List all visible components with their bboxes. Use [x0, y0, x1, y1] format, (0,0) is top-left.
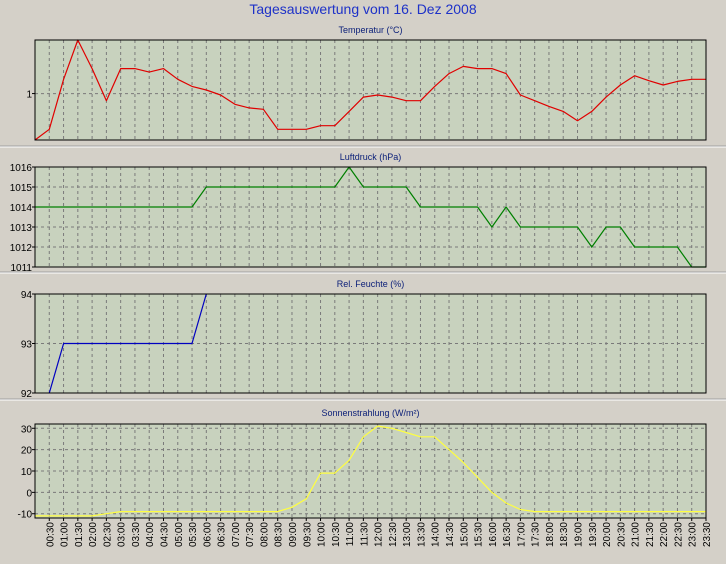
x-tick-label: 14:00: [431, 522, 442, 547]
x-tick-label: 07:30: [245, 522, 256, 547]
x-tick-label: 16:30: [502, 522, 513, 547]
x-tick-label: 19:30: [588, 522, 599, 547]
y-tick-label: 1011: [10, 263, 32, 274]
x-tick-label: 21:00: [631, 522, 642, 547]
y-tick-label: 30: [21, 424, 33, 435]
y-tick-label: 0: [26, 488, 32, 499]
x-tick-label: 15:30: [474, 522, 485, 547]
x-tick-label: 09:30: [302, 522, 313, 547]
x-tick-label: 02:30: [102, 522, 113, 547]
x-tick-label: 10:00: [317, 522, 328, 547]
x-tick-label: 03:30: [131, 522, 142, 547]
chart-panel-3: 92 93 94 Rel. Feuchte (%): [0, 279, 726, 401]
y-tick-label: 94: [21, 290, 33, 301]
x-tick-label: 11:00: [345, 522, 356, 547]
x-tick-label: 18:30: [559, 522, 570, 547]
x-tick-label: 13:30: [416, 522, 427, 547]
x-tick-label: 10:30: [331, 522, 342, 547]
y-tick-label: 10: [21, 467, 33, 478]
chart-panel-1: 1 Temperatur (°C): [0, 25, 726, 148]
x-tick-label: 06:00: [202, 522, 213, 547]
series-line: [35, 166, 706, 268]
y-tick-label: 1012: [10, 243, 33, 254]
y-tick-label: 93: [21, 340, 33, 351]
y-tick-label: 92: [21, 389, 33, 400]
x-tick-label: 20:30: [616, 522, 627, 547]
y-tick-label: -10: [18, 510, 33, 521]
plot-frame: [34, 423, 707, 519]
plot-area: [34, 166, 707, 268]
chart-panel-4: -10 0 10 20 30 Sonnenstrahlung (W/m²): [18, 408, 707, 521]
chart-title: Sonnenstrahlung (W/m²): [321, 408, 419, 418]
y-tick-label: 1016: [10, 163, 33, 174]
x-tick-label: 08:30: [274, 522, 285, 547]
x-tick-label: 07:00: [231, 522, 242, 547]
x-tick-label: 08:00: [259, 522, 270, 547]
x-tick-label: 05:30: [188, 522, 199, 547]
x-tick-label: 22:00: [659, 522, 670, 547]
x-tick-label: 05:00: [174, 522, 185, 547]
x-tick-label: 12:30: [388, 522, 399, 547]
x-tick-label: 18:00: [545, 522, 556, 547]
chart-title: Temperatur (°C): [338, 25, 402, 35]
x-tick-label: 13:00: [402, 522, 413, 547]
x-tick-label: 14:30: [445, 522, 456, 547]
x-tick-label: 04:00: [145, 522, 156, 547]
x-tick-label: 17:30: [531, 522, 542, 547]
x-tick-label: 09:00: [288, 522, 299, 547]
x-tick-label: 16:00: [488, 522, 499, 547]
x-tick-label: 20:00: [602, 522, 613, 547]
x-tick-label: 11:30: [359, 522, 370, 547]
plot-area: [34, 39, 707, 141]
x-tick-label: 15:00: [459, 522, 470, 547]
chart-title: Luftdruck (hPa): [340, 152, 402, 162]
x-tick-label: 01:30: [74, 522, 85, 547]
x-tick-label: 02:00: [88, 522, 99, 547]
x-tick-label: 01:00: [60, 522, 71, 547]
chart-title: Rel. Feuchte (%): [337, 279, 405, 289]
page-title: Tagesauswertung vom 16. Dez 2008: [249, 1, 477, 17]
x-tick-label: 19:00: [574, 522, 585, 547]
x-tick-label: 21:30: [645, 522, 656, 547]
plot-frame: [34, 166, 707, 268]
series-line: [34, 39, 706, 141]
x-tick-label: 03:00: [117, 522, 128, 547]
series-line: [48, 293, 207, 394]
series-line: [35, 425, 706, 517]
chart-panel-2: 1011 1012 1013 1014 1015 1016 Luftdruck (hPa): [0, 152, 726, 274]
x-tick-label: 12:00: [374, 522, 385, 547]
x-tick-label: 00:30: [45, 522, 56, 547]
y-tick-label: 1: [26, 90, 32, 101]
plot-frame: [34, 39, 707, 141]
x-tick-label: 23:30: [702, 522, 713, 547]
x-tick-label: 22:30: [673, 522, 684, 547]
y-tick-label: 20: [21, 446, 33, 457]
y-tick-label: 1015: [10, 183, 33, 194]
y-tick-label: 1014: [10, 203, 33, 214]
x-tick-label: 04:30: [159, 522, 170, 547]
plot-frame: [34, 293, 707, 394]
y-tick-label: 1013: [10, 223, 33, 234]
x-tick-label: 06:30: [217, 522, 228, 547]
x-tick-label: 17:00: [516, 522, 527, 547]
x-tick-label: 23:00: [688, 522, 699, 547]
